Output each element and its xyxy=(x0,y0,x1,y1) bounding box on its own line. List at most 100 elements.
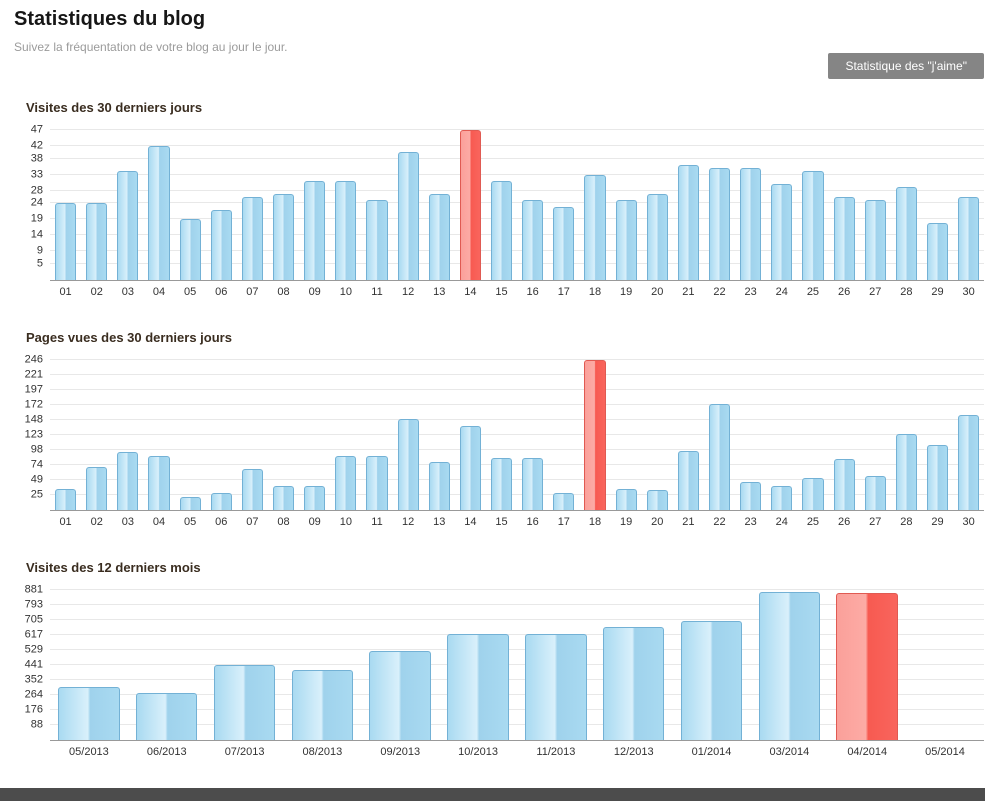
bar[interactable] xyxy=(833,197,855,280)
likes-stats-button[interactable]: Statistique des "j'aime" xyxy=(828,53,984,79)
bar-slot xyxy=(439,590,517,740)
bar[interactable] xyxy=(397,152,419,280)
bar[interactable] xyxy=(615,200,637,280)
bar[interactable] xyxy=(895,434,917,510)
bar[interactable] xyxy=(646,194,668,280)
bar[interactable] xyxy=(522,200,544,280)
bar[interactable] xyxy=(708,404,731,510)
bar[interactable] xyxy=(86,467,108,510)
bar[interactable] xyxy=(58,687,120,740)
bar[interactable] xyxy=(708,168,731,280)
bar[interactable] xyxy=(680,621,743,740)
bar[interactable] xyxy=(615,489,637,510)
bar[interactable] xyxy=(490,181,513,280)
x-axis-labels: 01 02 03 04 05 06 07 08 09 10 11 12 13 14 15 16 17 18 19 20… xyxy=(50,286,984,298)
bar[interactable] xyxy=(210,210,232,280)
bar-highlighted[interactable] xyxy=(836,593,898,740)
bar[interactable] xyxy=(335,181,357,280)
bar-slot xyxy=(268,360,299,510)
bar[interactable] xyxy=(802,478,824,510)
bar[interactable] xyxy=(602,627,665,740)
bar[interactable] xyxy=(179,219,201,280)
x-tick-label: 05 xyxy=(184,516,197,528)
bar[interactable] xyxy=(179,497,201,510)
gridline xyxy=(50,158,984,159)
bar[interactable] xyxy=(428,462,450,510)
bar[interactable] xyxy=(553,493,575,510)
bar[interactable] xyxy=(210,493,232,510)
bar[interactable] xyxy=(86,203,108,280)
bar-slot xyxy=(50,130,81,280)
gridline xyxy=(50,449,984,450)
bar[interactable] xyxy=(304,181,326,280)
bar[interactable] xyxy=(148,456,170,510)
bar-highlighted[interactable] xyxy=(584,360,606,510)
bar[interactable] xyxy=(926,445,949,510)
bar-slot xyxy=(50,360,81,510)
bar[interactable] xyxy=(553,207,575,280)
bar[interactable] xyxy=(366,456,388,510)
bar[interactable] xyxy=(459,426,481,510)
bar[interactable] xyxy=(771,184,793,280)
bar[interactable] xyxy=(740,168,762,280)
bar[interactable] xyxy=(291,670,354,740)
bar[interactable] xyxy=(895,187,917,280)
x-tick-label: 21 xyxy=(682,516,695,528)
bar[interactable] xyxy=(771,486,793,510)
bar[interactable] xyxy=(54,489,77,510)
bar[interactable] xyxy=(958,415,980,510)
bar[interactable] xyxy=(304,486,326,510)
y-tick-label: 221 xyxy=(24,368,43,381)
bar[interactable] xyxy=(926,223,949,280)
bar[interactable] xyxy=(272,194,295,280)
bar[interactable] xyxy=(369,651,431,740)
bar[interactable] xyxy=(397,419,419,510)
bar-highlighted[interactable] xyxy=(459,130,481,280)
y-tick-label: 264 xyxy=(24,688,43,701)
bar[interactable] xyxy=(366,200,388,280)
bar[interactable] xyxy=(490,458,513,510)
bar[interactable] xyxy=(213,665,276,740)
bar-slot xyxy=(860,360,891,510)
x-tick-label: 03 xyxy=(121,516,134,528)
bar[interactable] xyxy=(447,634,509,740)
plot-wrap: 01 02 03 04 05 06 07 08 09 10 11 12 13 14 15 16 17 18 19 20… xyxy=(50,359,984,528)
bar[interactable] xyxy=(833,459,855,510)
plot-area xyxy=(50,129,984,281)
chart-body: 88 176 264 352 441 529 617 705 793 881 05/2013 06/… xyxy=(14,584,984,758)
bar[interactable] xyxy=(428,194,450,280)
y-axis: 88 176 264 352 441 529 617 705 793 881 xyxy=(14,584,50,740)
bar[interactable] xyxy=(117,452,139,510)
bar[interactable] xyxy=(802,171,824,280)
bar[interactable] xyxy=(864,476,886,510)
bar[interactable] xyxy=(677,451,699,510)
bar-slot xyxy=(829,130,860,280)
bar-slot xyxy=(143,130,174,280)
bar[interactable] xyxy=(740,482,762,510)
bar[interactable] xyxy=(864,200,886,280)
bar[interactable] xyxy=(136,693,198,740)
bar[interactable] xyxy=(758,592,821,740)
bar[interactable] xyxy=(241,197,263,280)
x-tick-label: 04 xyxy=(152,516,166,528)
bar[interactable] xyxy=(958,197,980,280)
bar[interactable] xyxy=(117,171,139,280)
y-tick-label: 172 xyxy=(24,398,43,411)
bar[interactable] xyxy=(525,634,587,740)
bar[interactable] xyxy=(677,165,699,280)
bar[interactable] xyxy=(241,469,263,510)
bar[interactable] xyxy=(646,490,668,510)
bar-slot xyxy=(704,130,735,280)
y-tick-label: 49 xyxy=(30,473,43,486)
bar[interactable] xyxy=(335,456,357,510)
bar[interactable] xyxy=(584,175,606,280)
gridline xyxy=(50,263,984,264)
bar[interactable] xyxy=(54,203,77,280)
gridline xyxy=(50,619,984,620)
bar[interactable] xyxy=(272,486,295,510)
x-tick-label: 07/2013 xyxy=(224,746,265,758)
bar-slot xyxy=(642,130,673,280)
bar[interactable] xyxy=(148,146,170,280)
x-tick-label: 09/2013 xyxy=(380,746,421,758)
bar[interactable] xyxy=(522,458,544,510)
